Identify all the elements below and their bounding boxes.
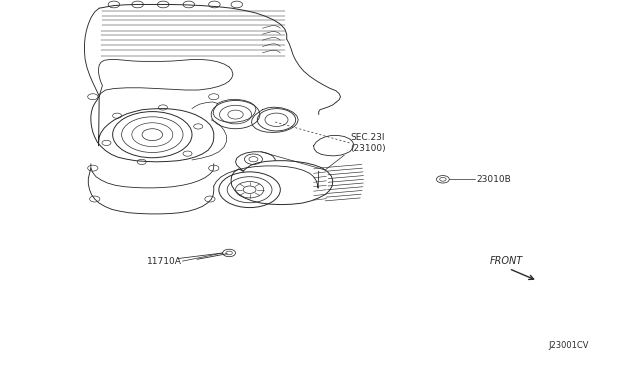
Text: FRONT: FRONT [490, 256, 523, 266]
Text: SEC.23l: SEC.23l [351, 133, 385, 142]
Text: 23010B: 23010B [477, 175, 511, 184]
Text: (23100): (23100) [351, 144, 387, 153]
Text: 11710A: 11710A [147, 257, 182, 266]
Text: J23001CV: J23001CV [548, 341, 589, 350]
